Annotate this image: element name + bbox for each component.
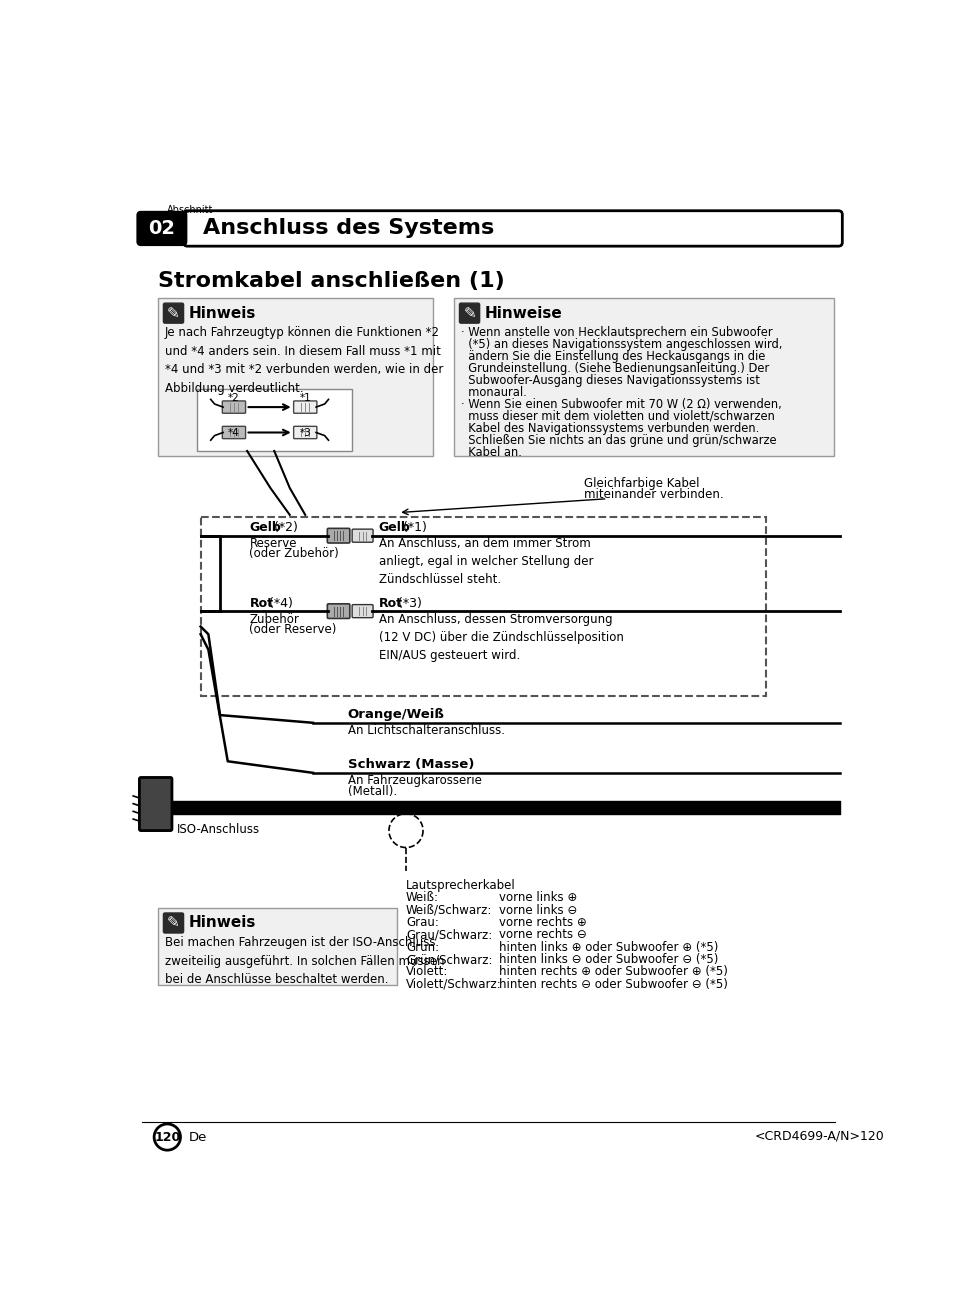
Text: Violett/Schwarz:: Violett/Schwarz: bbox=[406, 978, 501, 991]
Text: Hinweis: Hinweis bbox=[189, 306, 256, 320]
Text: vorne links ⊖: vorne links ⊖ bbox=[498, 903, 577, 916]
FancyBboxPatch shape bbox=[158, 298, 433, 456]
Text: *3: *3 bbox=[299, 427, 311, 438]
Text: Abschnitt: Abschnitt bbox=[167, 205, 213, 214]
Text: hinten rechts ⊖ oder Subwoofer ⊖ (*5): hinten rechts ⊖ oder Subwoofer ⊖ (*5) bbox=[498, 978, 727, 991]
Text: ändern Sie die Einstellung des Heckausgangs in die: ändern Sie die Einstellung des Heckausga… bbox=[460, 350, 764, 363]
Text: ✎: ✎ bbox=[167, 306, 180, 320]
FancyBboxPatch shape bbox=[294, 426, 316, 439]
Text: (*5) an dieses Navigationssystem angeschlossen wird,: (*5) an dieses Navigationssystem angesch… bbox=[460, 339, 781, 352]
FancyBboxPatch shape bbox=[352, 605, 373, 618]
Text: Je nach Fahrzeugtyp können die Funktionen *2
und *4 anders sein. In diesem Fall : Je nach Fahrzeugtyp können die Funktione… bbox=[165, 327, 443, 395]
Text: ✎: ✎ bbox=[167, 915, 180, 931]
Text: hinten links ⊕ oder Subwoofer ⊕ (*5): hinten links ⊕ oder Subwoofer ⊕ (*5) bbox=[498, 941, 718, 954]
Text: Orange/Weiß: Orange/Weiß bbox=[348, 708, 444, 721]
FancyBboxPatch shape bbox=[139, 778, 172, 830]
Text: Kabel an.: Kabel an. bbox=[460, 446, 521, 459]
Text: Bei machen Fahrzeugen ist der ISO-Anschluss
zweiteilig ausgeführt. In solchen Fä: Bei machen Fahrzeugen ist der ISO-Anschl… bbox=[165, 936, 444, 985]
FancyBboxPatch shape bbox=[163, 303, 183, 323]
Text: muss dieser mit dem violetten und violett/schwarzen: muss dieser mit dem violetten und violet… bbox=[460, 410, 774, 422]
Text: (oder Reserve): (oder Reserve) bbox=[249, 622, 336, 635]
Text: monaural.: monaural. bbox=[460, 386, 526, 399]
Text: Grau:: Grau: bbox=[406, 916, 438, 929]
Text: (*3): (*3) bbox=[394, 596, 422, 609]
FancyBboxPatch shape bbox=[327, 528, 350, 542]
FancyBboxPatch shape bbox=[183, 210, 841, 246]
Text: 02: 02 bbox=[149, 220, 175, 238]
FancyBboxPatch shape bbox=[327, 604, 350, 618]
Circle shape bbox=[154, 1124, 180, 1150]
Text: Grün:: Grün: bbox=[406, 941, 438, 954]
Text: De: De bbox=[189, 1131, 207, 1144]
Text: 120: 120 bbox=[154, 1131, 180, 1144]
Text: (*4): (*4) bbox=[265, 596, 293, 609]
FancyBboxPatch shape bbox=[459, 303, 479, 323]
Text: Weiß/Schwarz:: Weiß/Schwarz: bbox=[406, 903, 492, 916]
FancyBboxPatch shape bbox=[158, 907, 396, 984]
Text: Gleichfarbige Kabel: Gleichfarbige Kabel bbox=[583, 477, 699, 490]
Text: Grau/Schwarz:: Grau/Schwarz: bbox=[406, 928, 492, 941]
Text: An Fahrzeugkarosserie: An Fahrzeugkarosserie bbox=[348, 774, 481, 787]
Text: vorne rechts ⊕: vorne rechts ⊕ bbox=[498, 916, 586, 929]
FancyBboxPatch shape bbox=[137, 212, 187, 246]
Text: Gelb: Gelb bbox=[378, 521, 410, 535]
Text: Grün/Schwarz:: Grün/Schwarz: bbox=[406, 953, 492, 966]
Text: Lautsprecherkabel: Lautsprecherkabel bbox=[406, 880, 516, 893]
Text: (Metall).: (Metall). bbox=[348, 786, 396, 799]
Text: Rot: Rot bbox=[249, 596, 274, 609]
FancyBboxPatch shape bbox=[222, 426, 245, 439]
Text: vorne links ⊕: vorne links ⊕ bbox=[498, 891, 577, 904]
Text: Schließen Sie nichts an das grüne und grün/schwarze: Schließen Sie nichts an das grüne und gr… bbox=[460, 434, 776, 447]
FancyBboxPatch shape bbox=[163, 914, 183, 933]
Text: *1: *1 bbox=[299, 393, 311, 404]
Text: Violett:: Violett: bbox=[406, 966, 448, 979]
Text: Hinweis: Hinweis bbox=[189, 915, 256, 931]
Text: An Anschluss, dessen Stromversorgung
(12 V DC) über die Zündschlüsselposition
EI: An Anschluss, dessen Stromversorgung (12… bbox=[378, 613, 623, 661]
Text: (*2): (*2) bbox=[270, 521, 297, 535]
Text: Rot: Rot bbox=[378, 596, 402, 609]
Text: Hinweise: Hinweise bbox=[484, 306, 562, 320]
Text: miteinander verbinden.: miteinander verbinden. bbox=[583, 488, 723, 501]
Text: Kabel des Navigationssystems verbunden werden.: Kabel des Navigationssystems verbunden w… bbox=[460, 422, 759, 435]
Text: hinten links ⊖ oder Subwoofer ⊖ (*5): hinten links ⊖ oder Subwoofer ⊖ (*5) bbox=[498, 953, 718, 966]
Text: Weiß:: Weiß: bbox=[406, 891, 438, 904]
Bar bbox=[200, 518, 765, 695]
Bar bbox=[196, 389, 352, 451]
Text: *4: *4 bbox=[228, 427, 239, 438]
Text: Stromkabel anschließen (1): Stromkabel anschließen (1) bbox=[158, 271, 504, 290]
Text: ✎: ✎ bbox=[463, 306, 476, 320]
Text: An Lichtschalteranschluss.: An Lichtschalteranschluss. bbox=[348, 724, 504, 737]
Text: (oder Zubehör): (oder Zubehör) bbox=[249, 548, 339, 561]
Text: (*1): (*1) bbox=[398, 521, 426, 535]
Text: hinten rechts ⊕ oder Subwoofer ⊕ (*5): hinten rechts ⊕ oder Subwoofer ⊕ (*5) bbox=[498, 966, 727, 979]
Text: Zubehör: Zubehör bbox=[249, 613, 299, 626]
Text: Schwarz (Masse): Schwarz (Masse) bbox=[348, 758, 474, 771]
Text: · Wenn anstelle von Hecklautsprechern ein Subwoofer: · Wenn anstelle von Hecklautsprechern ei… bbox=[460, 327, 772, 340]
Text: Anschluss des Systems: Anschluss des Systems bbox=[203, 218, 494, 238]
Text: Grundeinstellung. (Siehe Bedienungsanleitung.) Der: Grundeinstellung. (Siehe Bedienungsanlei… bbox=[460, 362, 768, 375]
Text: An Anschluss, an dem immer Strom
anliegt, egal in welcher Stellung der
Zündschlü: An Anschluss, an dem immer Strom anliegt… bbox=[378, 537, 593, 587]
FancyBboxPatch shape bbox=[294, 401, 316, 413]
FancyBboxPatch shape bbox=[222, 401, 245, 413]
Text: Subwoofer-Ausgang dieses Navigationssystems ist: Subwoofer-Ausgang dieses Navigationssyst… bbox=[460, 374, 760, 387]
Text: vorne rechts ⊖: vorne rechts ⊖ bbox=[498, 928, 586, 941]
FancyBboxPatch shape bbox=[352, 529, 373, 542]
Text: Reserve: Reserve bbox=[249, 537, 296, 550]
Text: <CRD4699-A/N>120: <CRD4699-A/N>120 bbox=[754, 1129, 883, 1142]
Text: · Wenn Sie einen Subwoofer mit 70 W (2 Ω) verwenden,: · Wenn Sie einen Subwoofer mit 70 W (2 Ω… bbox=[460, 397, 781, 410]
Text: Gelb: Gelb bbox=[249, 521, 281, 535]
FancyBboxPatch shape bbox=[454, 298, 833, 456]
Text: ISO-Anschluss: ISO-Anschluss bbox=[177, 823, 260, 836]
Text: *2: *2 bbox=[228, 393, 239, 404]
